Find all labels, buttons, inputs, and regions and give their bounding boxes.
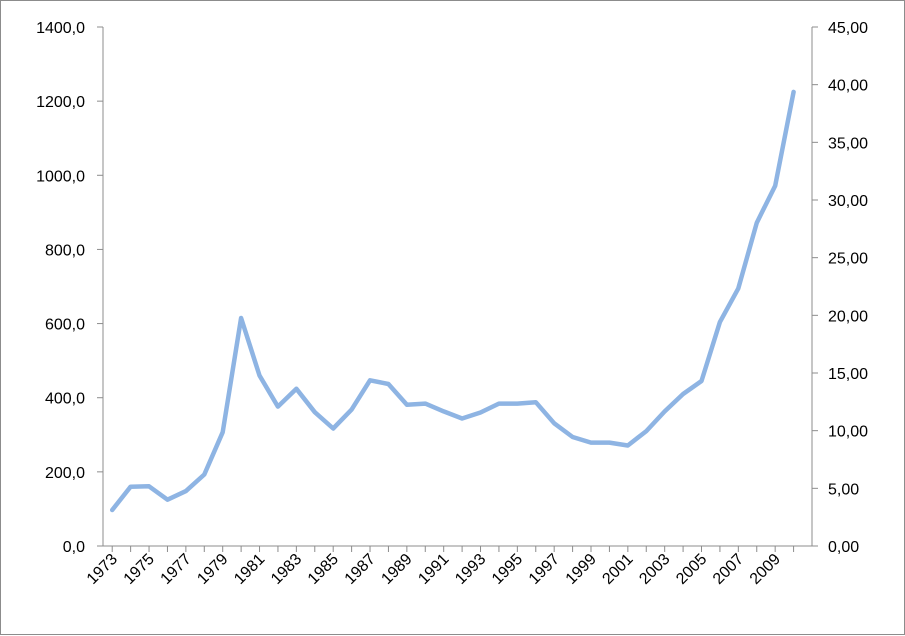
x-tick-label: 1981 [231,551,268,588]
x-tick-label: 1991 [415,551,452,588]
y2-tick-label: 40,00 [828,78,868,95]
y-tick-label: 200,0 [45,465,85,482]
x-tick-label: 1985 [305,551,342,588]
y2-tick-label: 5,00 [828,481,859,498]
x-tick-label: 1973 [84,551,121,588]
x-tick-label: 1987 [342,551,379,588]
y-tick-label: 1400,0 [36,20,85,37]
x-tick-label: 1977 [158,551,195,588]
y-tick-label: 400,0 [45,391,85,408]
x-tick-label: 2003 [636,551,673,588]
y2-tick-label: 10,00 [828,424,868,441]
y-axis-right: 0,00 5,00 10,00 15,00 20,00 25,00 30,00 35,00 40… [811,20,868,556]
x-tick-label: 2005 [673,551,710,588]
series-layer [109,89,796,513]
x-tick-label: 1989 [378,551,415,588]
x-tick-label: 1995 [489,551,526,588]
x-tick-label: 2007 [710,551,747,588]
y2-tick-label: 20,00 [828,308,868,325]
y-tick-label: 1200,0 [36,94,85,111]
x-tick-label: 2001 [599,551,636,588]
y-tick-label: 1000,0 [36,168,85,185]
x-tick-label: 1975 [121,551,158,588]
x-tick-label: 1983 [268,551,305,588]
y2-tick-label: 0,00 [828,539,859,556]
x-tick-label: 1979 [194,551,231,588]
y2-tick-label: 30,00 [828,193,868,210]
y2-tick-label: 45,00 [828,20,868,37]
y-axis-left: 0,0 200,0 400,0 600,0 800,0 1000,0 1200,0 1400,… [36,20,104,556]
x-tick-label: 1999 [563,551,600,588]
y2-tick-label: 25,00 [828,251,868,268]
series-line [109,89,796,513]
x-tick-label: 2009 [747,551,784,588]
y-tick-label: 600,0 [45,317,85,334]
x-tick-label: 1997 [526,551,563,588]
y-tick-label: 0,0 [63,539,85,556]
x-axis: 1973 1975 1977 1979 1981 1983 1985 1987 1989 1991… [84,545,812,588]
y2-tick-label: 15,00 [828,366,868,383]
x-tick-label: 1993 [452,551,489,588]
y2-tick-label: 35,00 [828,135,868,152]
y-tick-label: 800,0 [45,242,85,259]
